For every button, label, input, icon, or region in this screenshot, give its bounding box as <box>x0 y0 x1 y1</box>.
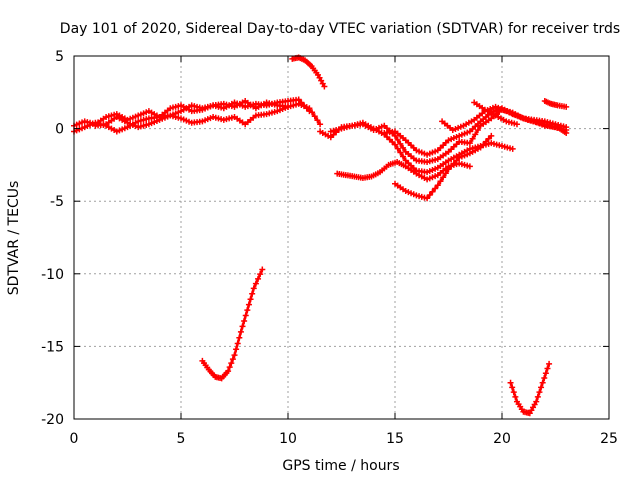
data-point <box>226 364 233 371</box>
data-point <box>236 334 243 341</box>
data-point <box>513 121 520 128</box>
data-point <box>512 393 519 400</box>
data-point <box>259 266 266 273</box>
data-series <box>71 54 570 417</box>
series-arc5 <box>317 106 570 165</box>
x-tick-label: 20 <box>493 431 511 447</box>
data-point <box>317 121 324 128</box>
data-point <box>229 356 236 363</box>
data-point <box>536 389 543 396</box>
x-axis-label: GPS time / hours <box>282 458 399 474</box>
data-point <box>429 188 436 195</box>
data-point <box>392 141 398 148</box>
data-point <box>311 113 318 120</box>
data-point <box>507 379 514 386</box>
data-point <box>247 296 254 303</box>
data-point <box>255 275 262 282</box>
y-tick-label: -15 <box>41 339 64 355</box>
grid <box>74 56 609 419</box>
data-point <box>488 132 495 139</box>
x-tick-label: 25 <box>600 431 618 447</box>
data-point <box>249 290 256 297</box>
axis-ticks: 0 5 10 15 20 25 5 0 -5 -10 -15 -20 <box>41 49 618 447</box>
data-point <box>394 145 401 152</box>
data-point <box>397 140 404 147</box>
data-point <box>442 170 449 177</box>
data-point <box>563 103 570 110</box>
data-point <box>314 117 321 124</box>
data-point <box>252 280 259 287</box>
series-arc4 <box>289 54 328 90</box>
x-tick-label: 15 <box>386 431 404 447</box>
data-point <box>538 384 545 391</box>
data-point <box>426 192 433 199</box>
data-point <box>233 346 240 353</box>
series-arc11 <box>471 99 520 128</box>
data-point <box>394 136 401 143</box>
series-arc13 <box>199 266 266 382</box>
data-point <box>472 131 479 138</box>
data-point <box>469 135 476 142</box>
data-point <box>400 144 407 151</box>
series-arc10 <box>439 103 570 136</box>
data-point <box>239 323 246 330</box>
data-point <box>466 140 473 147</box>
data-point <box>546 360 553 367</box>
data-point <box>434 182 441 189</box>
y-tick-label: -20 <box>41 412 64 428</box>
y-tick-label: 0 <box>55 122 64 138</box>
data-point <box>533 398 540 405</box>
series-arc7 <box>334 158 473 183</box>
series-arc12 <box>541 98 570 110</box>
plot-frame <box>73 55 610 420</box>
data-point <box>306 105 313 112</box>
x-tick-label: 0 <box>70 431 79 447</box>
data-point <box>534 393 541 400</box>
data-point <box>466 163 473 170</box>
series-trace <box>509 363 551 415</box>
data-point <box>400 153 407 160</box>
data-point <box>321 83 328 90</box>
data-point <box>541 374 548 381</box>
y-tick-label: -5 <box>50 194 64 210</box>
data-point <box>245 301 252 308</box>
series-arc6 <box>327 119 516 176</box>
data-point <box>257 271 264 278</box>
data-point <box>509 384 516 391</box>
data-point <box>397 149 404 156</box>
data-point <box>563 129 570 136</box>
data-point <box>242 312 249 319</box>
data-point <box>309 109 316 116</box>
series-arc14 <box>507 360 553 417</box>
data-point <box>234 340 241 347</box>
data-point <box>544 365 551 372</box>
series-arc3 <box>92 100 324 131</box>
data-point <box>228 360 235 367</box>
data-point <box>542 370 549 377</box>
data-point <box>424 195 431 202</box>
series-arc8 <box>392 132 495 202</box>
data-point <box>509 145 516 152</box>
data-point <box>225 368 232 375</box>
data-point <box>510 389 517 396</box>
data-point <box>474 127 481 134</box>
data-point <box>539 379 546 386</box>
data-point <box>241 317 248 324</box>
data-point <box>440 174 447 181</box>
data-point <box>437 178 444 185</box>
y-tick-label: -10 <box>41 267 64 283</box>
y-tick-label: 5 <box>55 49 64 65</box>
data-point <box>563 124 570 131</box>
chart-title: Day 101 of 2020, Sidereal Day-to-day VTE… <box>60 21 620 37</box>
data-point <box>237 328 244 335</box>
y-axis-label: SDTVAR / TECUs <box>6 181 22 296</box>
data-point <box>432 185 439 192</box>
data-point <box>231 352 238 359</box>
x-tick-label: 5 <box>177 431 186 447</box>
data-point <box>250 285 257 292</box>
data-point <box>244 307 251 314</box>
x-tick-label: 10 <box>279 431 297 447</box>
